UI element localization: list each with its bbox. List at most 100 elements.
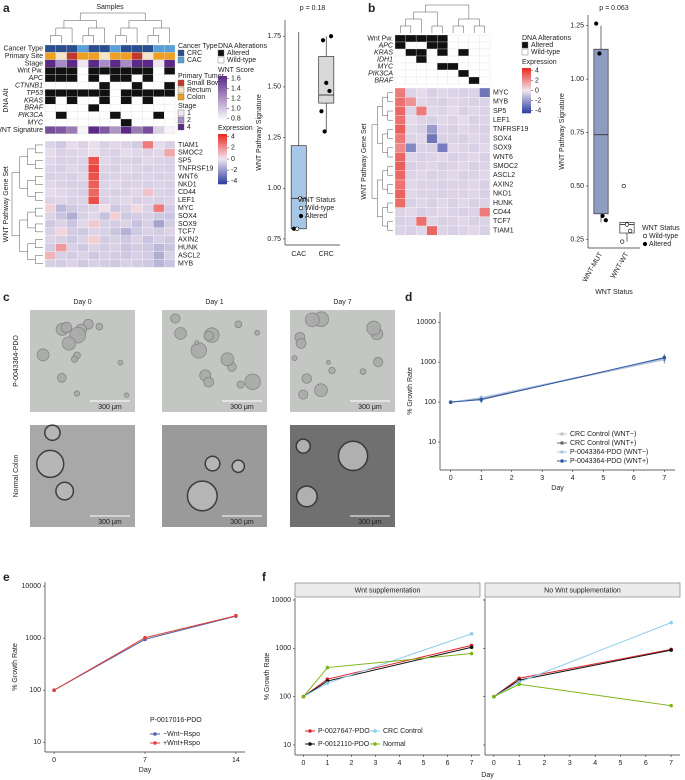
heatmap-cell xyxy=(468,152,480,162)
point xyxy=(234,613,238,618)
annotation-cell xyxy=(88,126,100,134)
legend-gradient xyxy=(218,97,227,99)
box xyxy=(593,48,609,215)
legend-tick-label: 4 xyxy=(535,67,539,74)
annotation-cell xyxy=(131,44,143,53)
heatmap-cell xyxy=(55,227,67,236)
legend-gradient xyxy=(218,154,227,156)
legend-gradient xyxy=(218,79,227,81)
heatmap-cell xyxy=(164,219,176,229)
heatmap-cell xyxy=(131,259,143,268)
line xyxy=(53,615,237,691)
organoid xyxy=(304,312,320,328)
legend-label: Wild-type xyxy=(649,233,678,240)
annotation-cell xyxy=(394,55,406,64)
legend-swatch xyxy=(217,56,225,64)
legend-gradient xyxy=(522,107,531,109)
annotation-cell xyxy=(55,52,67,60)
point xyxy=(669,620,673,625)
gene-label: MYC xyxy=(493,89,509,96)
annotation-cell xyxy=(405,62,417,71)
x-tick-label: WNT-WT xyxy=(610,251,631,280)
annotation-label: APC xyxy=(28,75,44,82)
annotation-cell xyxy=(415,34,427,43)
x-tick-label: 7 xyxy=(470,760,474,767)
x-tick-label: 2 xyxy=(543,760,547,767)
heatmap-cell xyxy=(437,161,448,171)
heatmap-cell xyxy=(77,140,89,150)
heatmap-cell xyxy=(109,156,121,165)
heatmap-cell xyxy=(99,251,111,260)
heatmap-cell xyxy=(394,179,406,190)
heatmap-cell xyxy=(437,216,448,227)
point xyxy=(320,38,326,43)
heatmap-cell xyxy=(153,235,165,244)
annotation-cell xyxy=(120,104,132,112)
heatmap-cell xyxy=(426,198,438,208)
heatmap-cell xyxy=(44,251,56,260)
heatmap-cell xyxy=(131,196,143,205)
heatmap-cell xyxy=(479,106,491,116)
heatmap-cell xyxy=(164,227,176,236)
gene-label: TCF7 xyxy=(178,229,196,236)
annotation-cell xyxy=(44,52,56,60)
heatmap-cell xyxy=(479,225,491,236)
annotation-label: IDH1 xyxy=(377,56,393,63)
legend-symbol xyxy=(308,742,312,746)
heatmap-cell xyxy=(458,133,470,144)
y-tick-label: 0.50 xyxy=(570,183,584,190)
legend-gradient xyxy=(522,108,531,111)
gene-label: LEF1 xyxy=(178,197,195,204)
legend-gradient xyxy=(522,72,531,75)
annotation-cell xyxy=(142,74,154,83)
annotation-cell xyxy=(99,89,111,97)
legend-gradient xyxy=(218,182,227,185)
heatmap-cell xyxy=(120,140,132,150)
heatmap-cell xyxy=(437,133,448,144)
point xyxy=(301,694,306,699)
x-tick-label: 0 xyxy=(492,760,496,767)
heatmap-cell xyxy=(131,172,143,181)
organoid xyxy=(231,459,246,474)
annotation-label: TP53 xyxy=(26,90,43,97)
annotation-cell xyxy=(468,41,480,50)
legend-title: WNT Status xyxy=(298,197,336,204)
heatmap-cell xyxy=(153,227,165,236)
heatmap-cell xyxy=(44,227,56,236)
heatmap-cell xyxy=(66,164,78,173)
organoid xyxy=(55,481,75,501)
heatmap-cell xyxy=(109,204,121,213)
heatmap-cell xyxy=(447,225,459,236)
legend-symbol xyxy=(642,233,648,239)
heatmap-cell xyxy=(120,219,132,229)
annotation-cell xyxy=(131,52,143,60)
annotation-cell xyxy=(99,104,111,112)
legend-tick-label: -2 xyxy=(231,167,237,174)
legend-gradient xyxy=(522,74,531,76)
organoid xyxy=(170,313,181,324)
gene-label: SP5 xyxy=(493,108,506,115)
legend-gradient xyxy=(218,157,227,160)
heatmap-cell xyxy=(55,172,67,181)
heatmap-cell xyxy=(88,156,100,165)
gene-label: MYB xyxy=(493,99,509,106)
heatmap-cell xyxy=(44,211,56,221)
heatmap-cell xyxy=(468,179,480,190)
heatmap-cell xyxy=(394,170,406,181)
legend-gradient xyxy=(218,134,227,136)
annotation-cell xyxy=(426,55,438,64)
annotation-cell xyxy=(77,126,89,134)
heatmap-cell xyxy=(405,106,417,116)
annotation-cell xyxy=(55,126,67,134)
gene-label: NKD1 xyxy=(178,181,197,188)
legend-gradient xyxy=(218,144,227,146)
gene-label: SOX4 xyxy=(178,213,197,220)
heatmap-cell xyxy=(415,189,427,199)
legend-title: Expression xyxy=(522,59,557,66)
heatmap-cell xyxy=(55,140,67,150)
annotation-cell xyxy=(44,96,56,105)
heatmap-cell xyxy=(426,152,438,162)
annotation-cell xyxy=(458,76,470,85)
annotation-label: Primary Site xyxy=(5,53,43,60)
annotation-cell xyxy=(66,44,78,53)
